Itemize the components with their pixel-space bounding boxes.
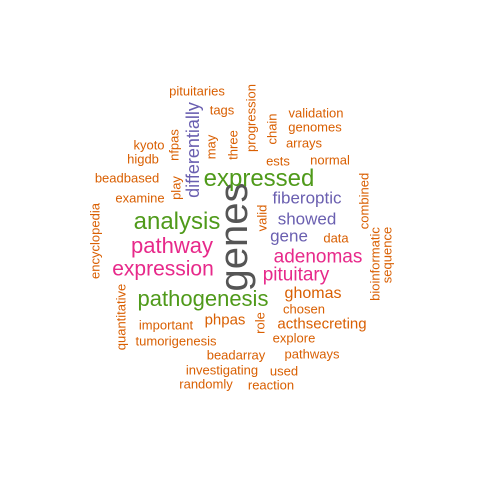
word-differentially: differentially	[183, 102, 203, 198]
word-pathogenesis: pathogenesis	[137, 286, 269, 311]
word-pathways: pathways	[284, 346, 340, 362]
word-valid: valid	[254, 204, 270, 232]
word-sequence: sequence	[379, 226, 395, 284]
word-combined: combined	[356, 172, 372, 230]
word-encyclopedia: encyclopedia	[87, 203, 103, 279]
word-genes: genes	[212, 182, 256, 292]
word-reaction: reaction	[247, 377, 295, 393]
word-explore: explore	[272, 330, 316, 346]
word-validation: validation	[288, 105, 344, 121]
word-ghomas: ghomas	[284, 285, 342, 302]
word-normal: normal	[310, 152, 350, 168]
word-analysis: analysis	[133, 208, 221, 235]
word-expressed: expressed	[203, 165, 315, 192]
word-data: data	[323, 230, 349, 246]
word-genomes: genomes	[288, 119, 342, 135]
word-role: role	[252, 312, 268, 334]
word-ests: ests	[266, 153, 290, 169]
word-beadarray: beadarray	[206, 347, 266, 363]
word-progression: progression	[243, 84, 259, 152]
word-expression: expression	[112, 257, 214, 281]
word-tumorigenesis: tumorigenesis	[135, 333, 217, 349]
word-nfpas: nfpas	[166, 129, 182, 161]
word-randomly: randomly	[179, 376, 233, 392]
word-three: three	[225, 130, 241, 160]
word-acthsecreting: acthsecreting	[277, 315, 367, 333]
word-kyoto: kyoto	[133, 137, 165, 153]
word-fiberoptic: fiberoptic	[272, 188, 342, 208]
word-tags: tags	[209, 102, 235, 118]
word-chain: chain	[264, 113, 280, 145]
word-investigating: investigating	[185, 362, 259, 378]
word-beadbased: beadbased	[94, 170, 160, 186]
word-important: important	[138, 317, 194, 333]
word-examine: examine	[115, 190, 165, 206]
word-quantitative: quantitative	[113, 283, 129, 351]
word-higdb: higdb	[127, 151, 159, 167]
word-adenomas: adenomas	[273, 246, 363, 268]
word-play: play	[168, 176, 184, 200]
word-chosen: chosen	[283, 301, 325, 317]
word-pituitary: pituitary	[262, 264, 330, 286]
word-pathway: pathway	[131, 233, 213, 258]
word-may: may	[203, 134, 219, 160]
word-pituitaries: pituitaries	[169, 83, 225, 99]
word-gene: gene	[270, 226, 308, 246]
word-arrays: arrays	[285, 135, 323, 151]
word-showed: showed	[277, 209, 337, 229]
word-used: used	[269, 363, 299, 379]
word-phpas: phpas	[204, 311, 246, 329]
